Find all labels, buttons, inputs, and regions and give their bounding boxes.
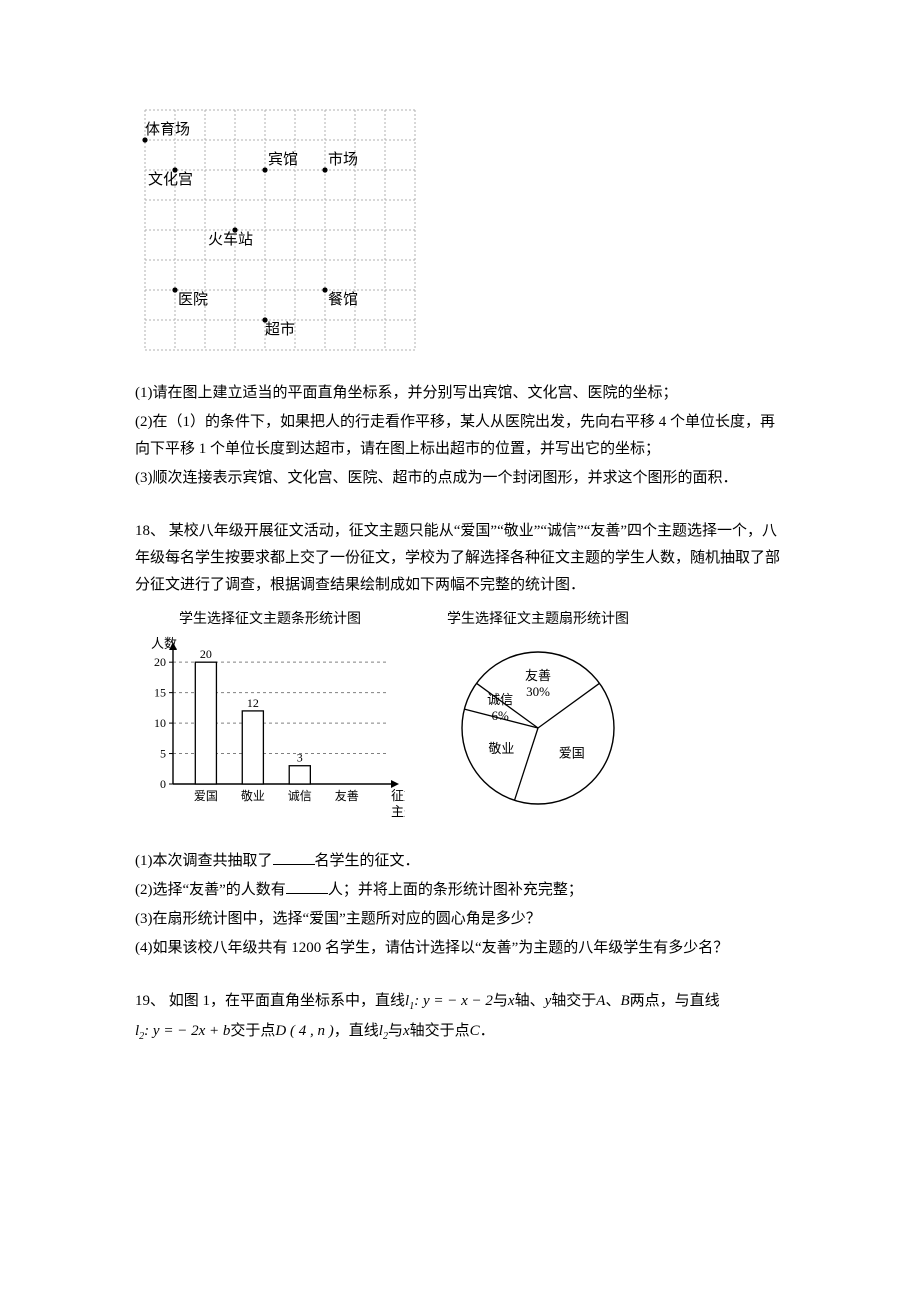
bar-chart-title: 学生选择征文主题条形统计图: [135, 607, 405, 632]
q19-t10: 轴交于点: [410, 1023, 470, 1039]
svg-text:爱国: 爱国: [194, 789, 218, 803]
svg-text:0: 0: [160, 777, 166, 791]
svg-text:超市: 超市: [265, 321, 295, 338]
q18-part3: (3)在扇形统计图中，选择“爱国”主题所对应的圆心角是多少？: [135, 906, 785, 933]
svg-text:敬业: 敬业: [488, 741, 514, 756]
svg-text:30%: 30%: [526, 684, 550, 699]
svg-text:5: 5: [160, 747, 166, 761]
q19-line2: l2: y = − 2x + b交于点D ( 4 , n )，直线l2与x轴交于…: [135, 1018, 785, 1046]
svg-text:市场: 市场: [328, 151, 358, 168]
svg-text:友善: 友善: [525, 668, 551, 683]
q19-t1: 19、 如图 1，在平面直角坐标系中，直线: [135, 993, 405, 1009]
charts-row: 学生选择征文主题条形统计图 05101520人数20爱国12敬业3诚信友善征文主…: [135, 607, 785, 836]
q19-t5: 、: [605, 993, 620, 1009]
q18-intro: 18、 某校八年级开展征文活动，征文主题只能从“爱国”“敬业”“诚信”“友善”四…: [135, 518, 785, 599]
map-grid-figure: 体育场宾馆 市场文化宫火车站医院 餐馆超市: [135, 100, 427, 362]
svg-text:20: 20: [200, 647, 212, 661]
svg-text:敬业: 敬业: [241, 789, 265, 803]
pie-chart: 友善30% 爱国 敬业 诚信6%: [433, 636, 643, 816]
q19-t11: ．: [480, 1023, 495, 1039]
q18-1a-text: (1)本次调查共抽取了: [135, 853, 273, 869]
formula-C: C: [470, 1023, 480, 1039]
svg-text:20: 20: [154, 655, 166, 669]
q17-part2: (2)在（1）的条件下，如果把人的行走看作平移，某人从医院出发，先向右平移 4 …: [135, 409, 785, 463]
formula-x1: x: [508, 993, 515, 1009]
svg-text:6%: 6%: [492, 708, 510, 723]
bar-chart: 0 5 10 15 20 人数 20 爱国 12 敬业 3 诚信 友善 征文主题: [135, 636, 405, 826]
svg-text:医院: 医院: [178, 290, 208, 308]
svg-text:主题: 主题: [391, 804, 405, 819]
svg-text:火车站: 火车站: [208, 231, 253, 248]
q18-part2: (2)选择“友善”的人数有 人；并将上面的条形统计图补充完整；: [135, 877, 785, 904]
formula-l2: l2: y = − 2x + b: [135, 1023, 230, 1039]
q19-t8: ，直线: [334, 1023, 379, 1039]
q18-part4: (4)如果该校八年级共有 1200 名学生，请估计选择以“友善”为主题的八年级学…: [135, 935, 785, 962]
q19-line1: 19、 如图 1，在平面直角坐标系中，直线l1: y = − x − 2与x轴、…: [135, 988, 785, 1016]
svg-text:诚信: 诚信: [288, 789, 312, 803]
q19-t3: 轴、: [515, 993, 545, 1009]
formula-l2b: l2: [379, 1023, 388, 1039]
svg-text:人数: 人数: [151, 636, 177, 651]
svg-text:15: 15: [154, 686, 166, 700]
bar-chart-block: 学生选择征文主题条形统计图 0 5 10 15 20 人数 20 爱国 12 敬业 3 诚信 友善 征文主…: [135, 607, 405, 836]
svg-text:10: 10: [154, 716, 166, 730]
q18-part1: (1)本次调查共抽取了 名学生的征文．: [135, 848, 785, 875]
q18-2a-text: (2)选择“友善”的人数有: [135, 882, 286, 898]
pie-chart-block: 学生选择征文主题扇形统计图 友善30% 爱国 敬业 诚信6%: [433, 607, 643, 826]
svg-text:12: 12: [247, 696, 259, 710]
formula-D: D ( 4 , n ): [275, 1023, 333, 1039]
q17-part3: (3)顺次连接表示宾馆、文化宫、医院、超市的点成为一个封闭图形，并求这个图形的面…: [135, 465, 785, 492]
svg-text:3: 3: [297, 751, 303, 765]
formula-B: B: [620, 993, 629, 1009]
q18-1b-text: 名学生的征文．: [315, 853, 420, 869]
q19-t9: 与: [388, 1023, 403, 1039]
q19-t6: 两点，与直线: [630, 993, 720, 1009]
svg-text:诚信: 诚信: [487, 692, 513, 707]
q18-2b-text: 人；并将上面的条形统计图补充完整；: [328, 882, 583, 898]
pie-chart-title: 学生选择征文主题扇形统计图: [433, 607, 643, 632]
q19-t4: 轴交于: [551, 993, 596, 1009]
svg-text:征文: 征文: [391, 788, 405, 803]
svg-text:餐馆: 餐馆: [328, 291, 358, 308]
svg-text:宾馆: 宾馆: [268, 151, 298, 168]
formula-x2: x: [403, 1023, 410, 1039]
svg-text:爱国: 爱国: [559, 746, 585, 761]
svg-text:体育场: 体育场: [145, 121, 190, 138]
blank-2: [286, 879, 328, 894]
q19-t2: 与: [493, 993, 508, 1009]
blank-1: [273, 850, 315, 865]
q17-part1: (1)请在图上建立适当的平面直角坐标系，并分别写出宾馆、文化宫、医院的坐标；: [135, 380, 785, 407]
svg-text:友善: 友善: [335, 788, 359, 803]
q19-t7: 交于点: [230, 1023, 275, 1039]
formula-l1: l1: y = − x − 2: [405, 993, 493, 1009]
svg-text:文化宫: 文化宫: [148, 171, 193, 188]
